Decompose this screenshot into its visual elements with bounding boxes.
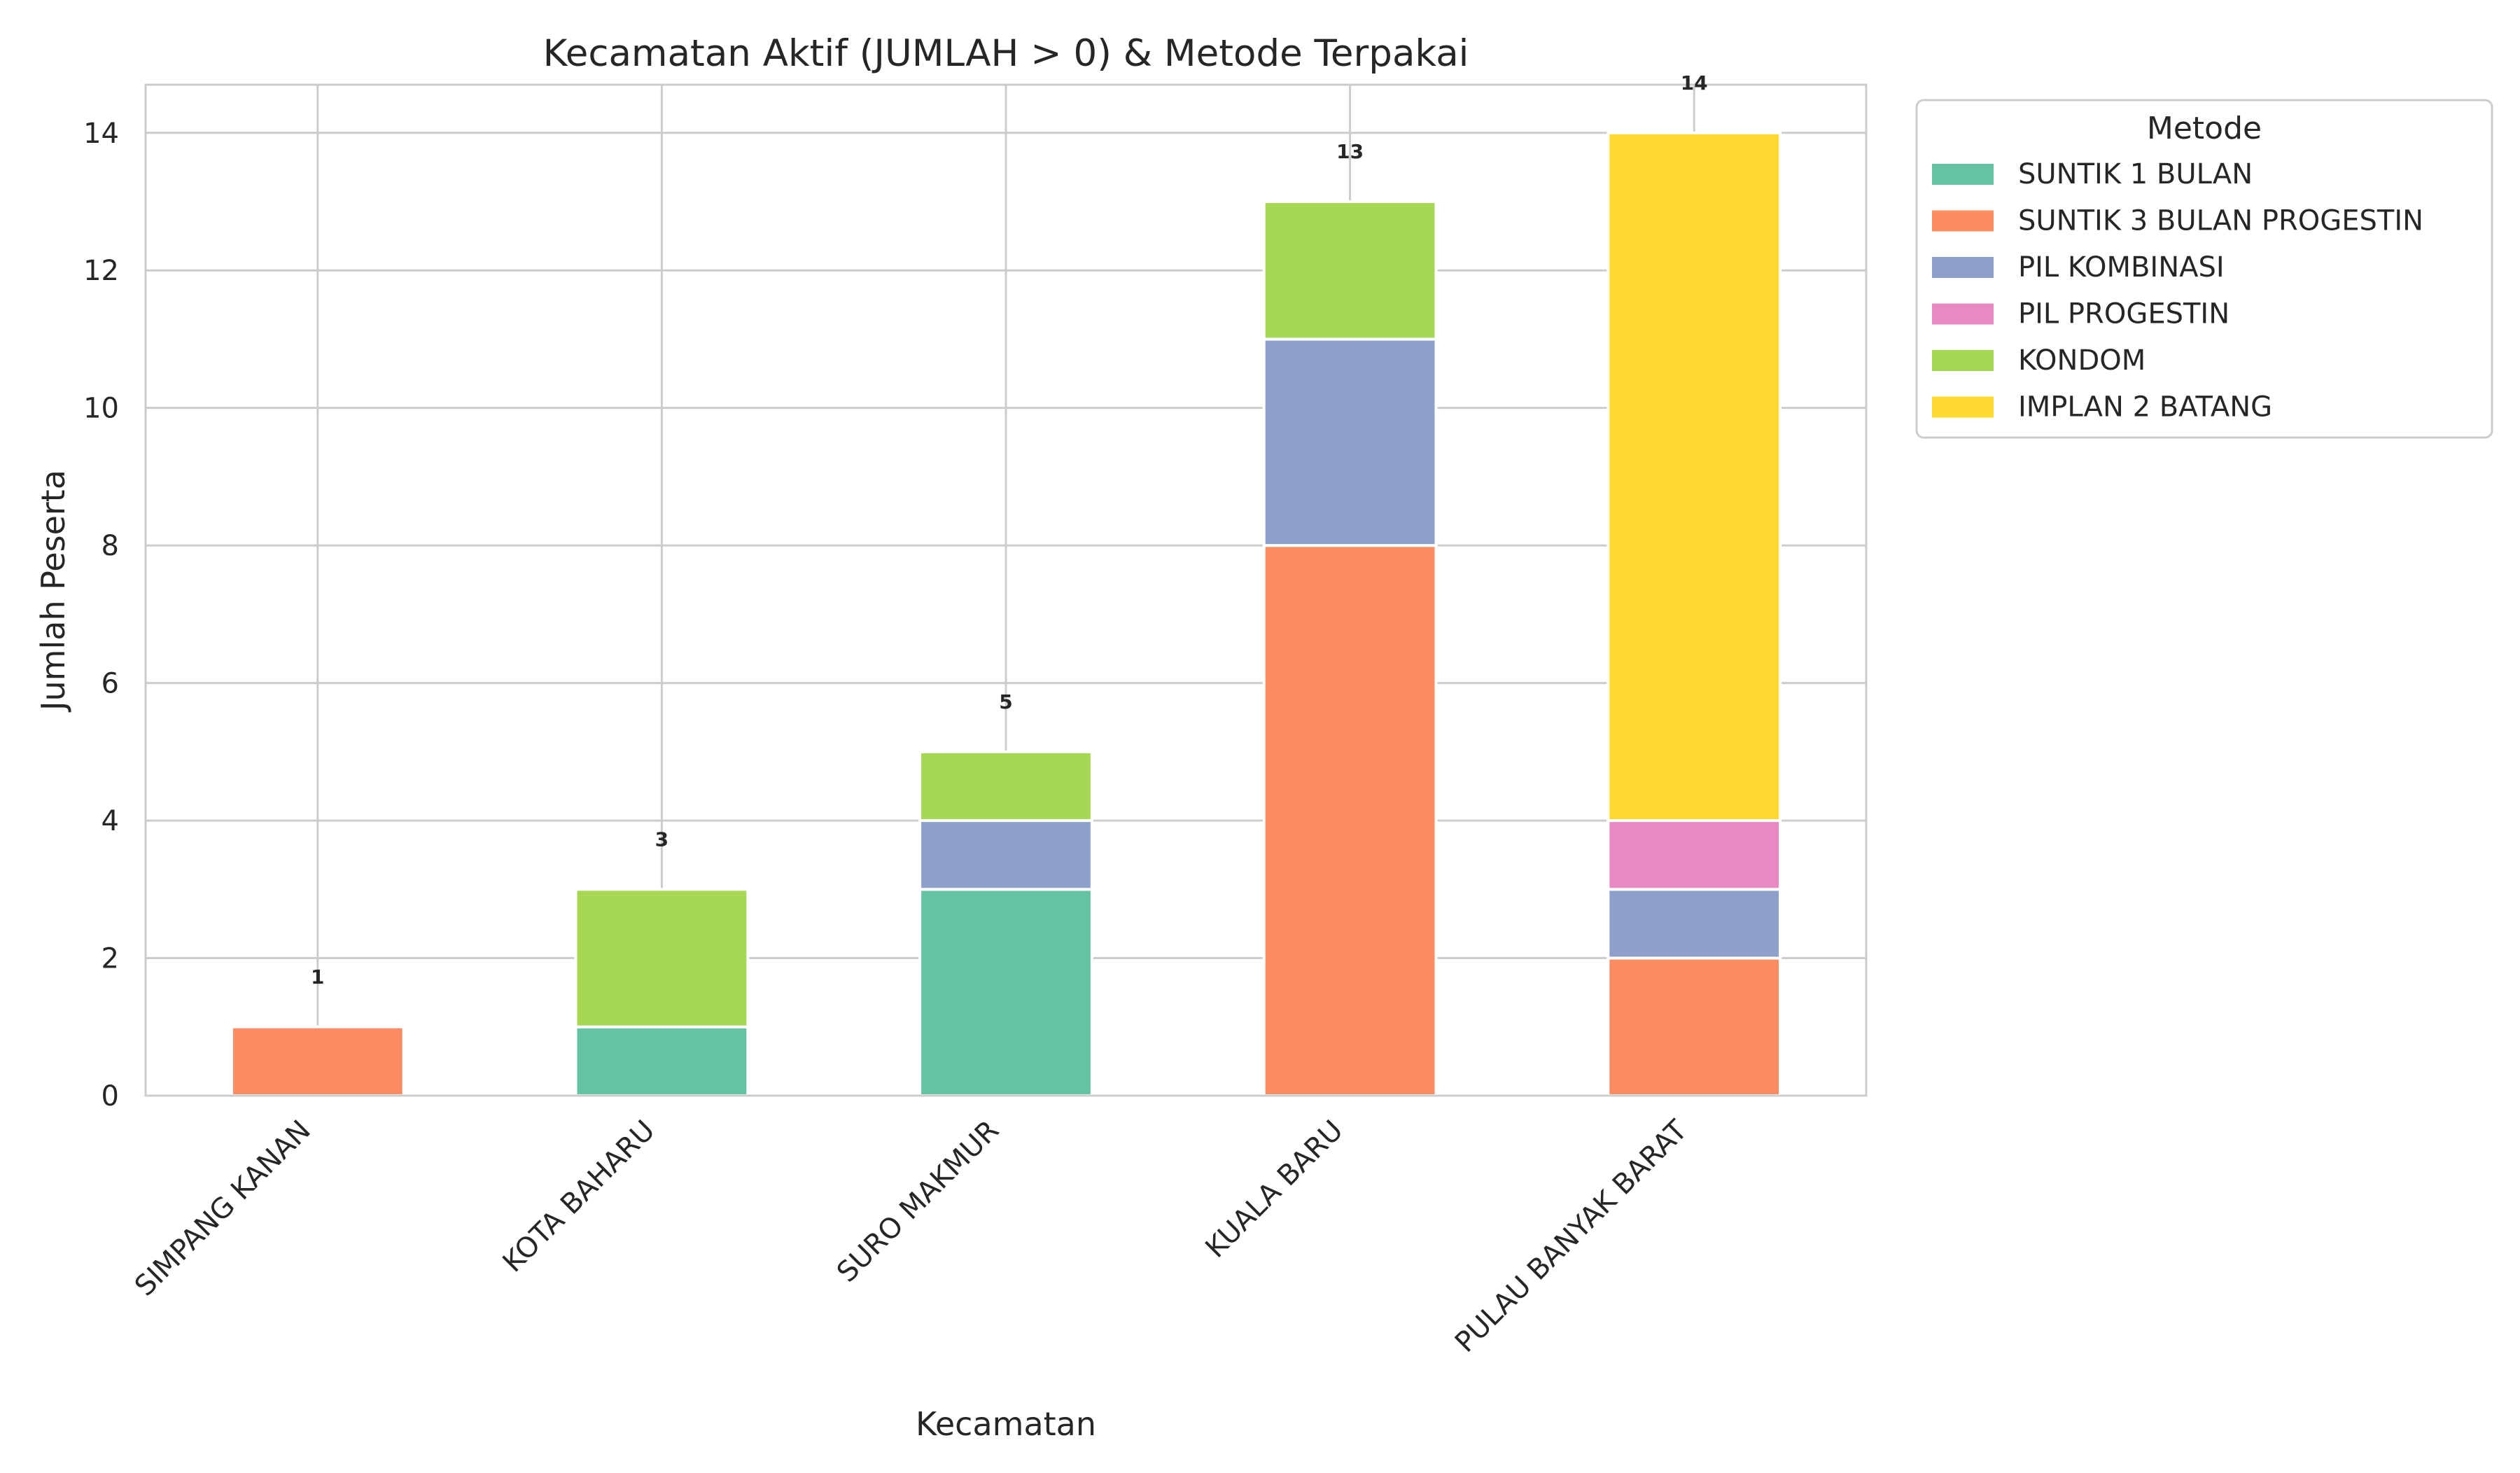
bar-segment (1606, 819, 1782, 891)
y-tick-label: 12 (83, 255, 119, 287)
legend-label: PIL PROGESTIN (2018, 298, 2230, 330)
legend-label: IMPLAN 2 BATANG (2018, 391, 2272, 424)
legend-swatch (1932, 303, 1994, 325)
bar-total-label: 14 (1681, 71, 1708, 95)
y-tick-label: 14 (83, 118, 119, 150)
y-axis-title: Jumlah Peserta (34, 470, 72, 713)
bar-segment (1262, 337, 1438, 547)
y-tick-label: 8 (102, 530, 119, 562)
legend-swatch (1932, 164, 1994, 185)
plot-frame (144, 83, 1868, 1097)
bar-segment (1606, 888, 1782, 960)
bar-segment (574, 1025, 750, 1097)
x-axis-title: Kecamatan (916, 1405, 1096, 1443)
legend-label: KONDOM (2018, 344, 2146, 377)
bar-segment (918, 888, 1093, 1098)
bar-segment (574, 888, 750, 1028)
legend-box (1915, 99, 2493, 439)
legend-swatch (1932, 396, 1994, 418)
bar-segment (918, 750, 1093, 823)
x-tick-label: KUALA BARU (1199, 1115, 1349, 1264)
y-tick-label: 10 (83, 393, 119, 425)
legend-label: SUNTIK 1 BULAN (2018, 158, 2253, 190)
x-tick-label: PULAU BANYAK BARAT (1449, 1114, 1694, 1359)
x-axis-ticks: SIMPANG KANAN KOTA BAHARU SURO MAKMUR KUALA… (129, 1114, 1694, 1359)
y-tick-label: 6 (102, 668, 119, 700)
bar-segment (1606, 956, 1782, 1098)
chart-title: Kecamatan Aktif (JUMLAH > 0) & Metode Te… (543, 32, 1469, 75)
bar-segment (1262, 200, 1438, 341)
bar-segment (1606, 131, 1782, 823)
y-axis-ticks: 0 2 4 6 8 10 12 14 (83, 118, 119, 1112)
y-tick-label: 4 (102, 805, 119, 837)
legend-label: SUNTIK 3 BULAN PROGESTIN (2018, 205, 2423, 237)
bar-total-label: 13 (1336, 140, 1364, 163)
bar-segment (1262, 544, 1438, 1097)
y-tick-label: 2 (102, 943, 119, 975)
x-tick-label: SIMPANG KANAN (129, 1115, 317, 1303)
legend-swatch (1932, 210, 1994, 232)
y-tick-label: 0 (102, 1080, 119, 1112)
legend-items: SUNTIK 1 BULAN SUNTIK 3 BULAN PROGESTIN PI… (1932, 158, 2423, 424)
legend-label: PIL KOMBINASI (2018, 251, 2225, 284)
legend-swatch (1932, 350, 1994, 371)
bar-total-label: 1 (311, 965, 324, 989)
legend-title: Metode (2147, 111, 2262, 146)
bar-total-label: 3 (655, 828, 668, 851)
bar-segment (918, 819, 1093, 891)
x-tick-label: SURO MAKMUR (831, 1115, 1005, 1289)
bars-layer (230, 131, 1782, 1098)
x-tick-label: KOTA BAHARU (497, 1115, 662, 1279)
bar-segment (230, 1025, 405, 1097)
legend-swatch (1932, 257, 1994, 278)
legend: Metode SUNTIK 1 BULAN SUNTIK 3 BULAN PROG… (1915, 99, 2493, 439)
bar-total-label: 5 (999, 690, 1012, 713)
